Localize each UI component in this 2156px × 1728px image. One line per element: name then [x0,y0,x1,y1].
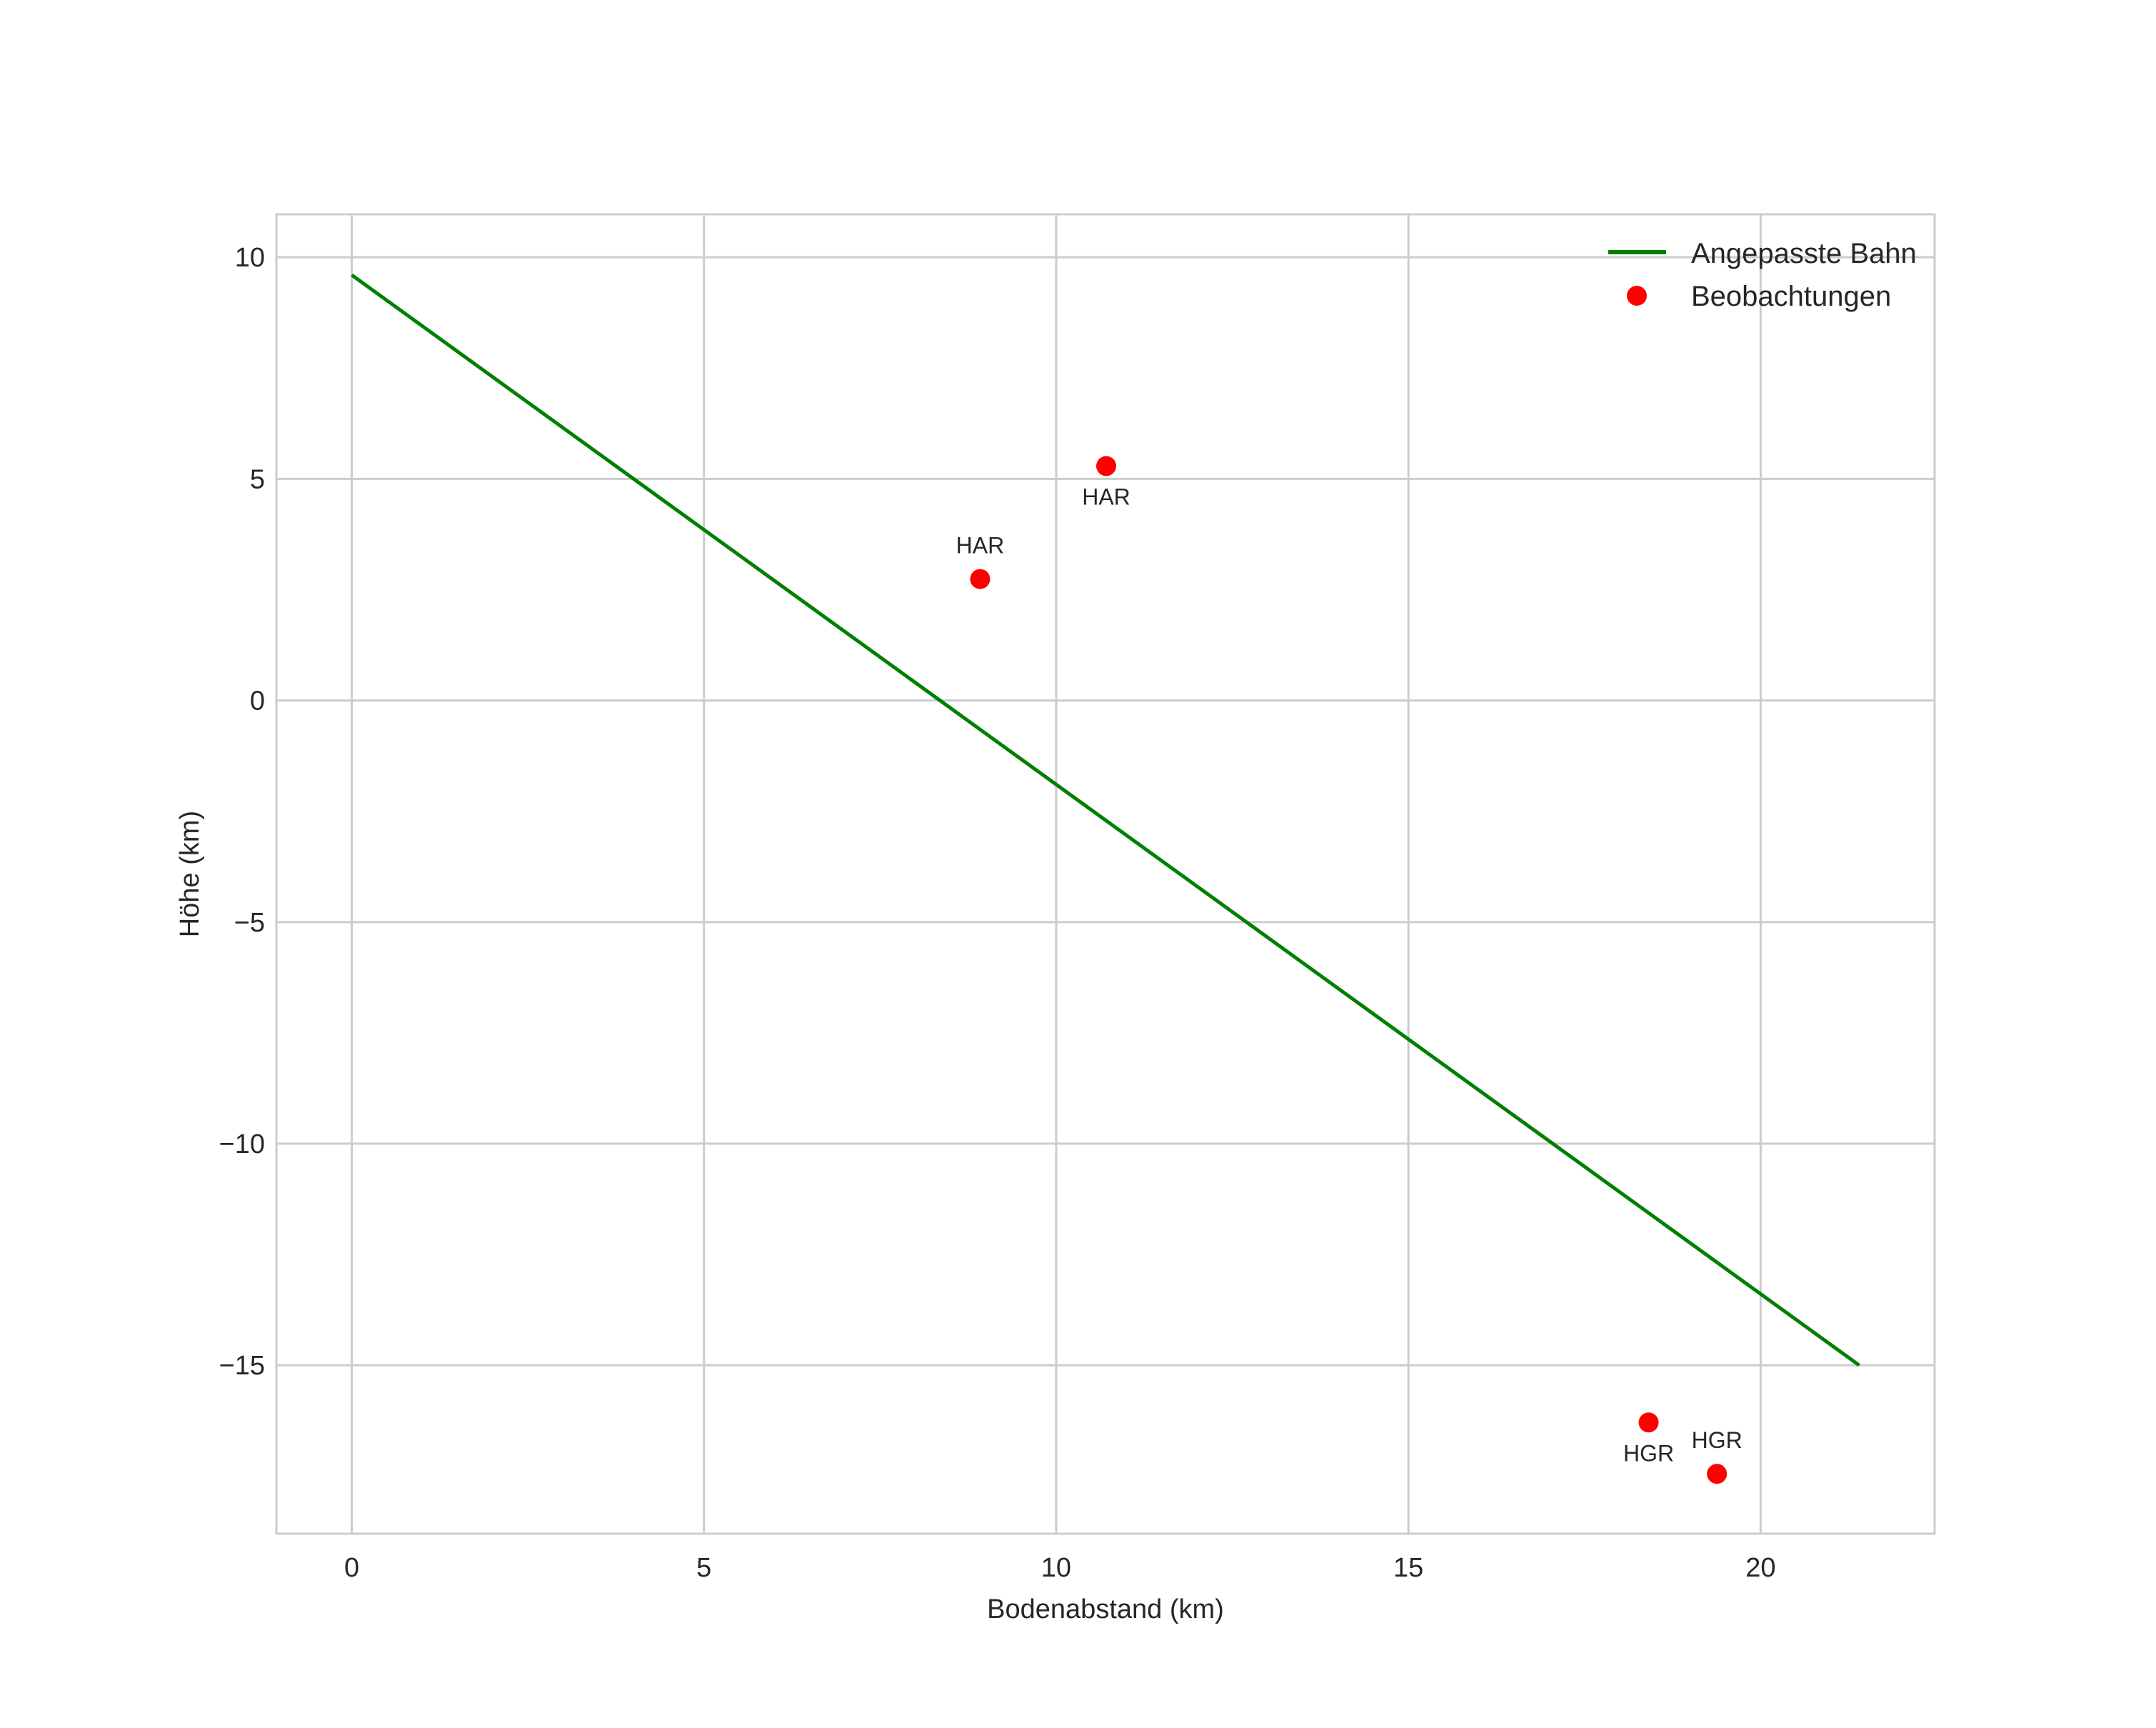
observation-point [1095,456,1116,476]
legend: Angepasste Bahn Beobachtungen [1608,238,1917,312]
observation-label: HAR [956,533,1005,559]
y-tick-label: 0 [250,686,265,716]
y-tick-label: −10 [219,1129,265,1159]
observation-point [970,569,991,589]
x-tick-label: 15 [1393,1553,1423,1583]
plot-series: HAR HAR HGR HGR [351,273,1860,1484]
x-tick-label: 5 [696,1553,711,1583]
observation-point [1638,1412,1659,1433]
observation-point [1707,1464,1728,1484]
observation-label: HAR [1082,484,1130,509]
axes-frame [275,213,1936,1535]
y-tick-label: 5 [250,464,265,494]
fitted-track-line [351,273,1860,1367]
legend-label-observations: Beobachtungen [1691,281,1891,312]
observation-label: HGR [1692,1427,1743,1453]
grid-lines [276,214,1935,1534]
y-tick-label: −5 [234,908,265,938]
observation-label: HGR [1623,1440,1674,1466]
x-tick-label: 0 [344,1553,359,1583]
legend-dot-icon [1627,286,1647,306]
y-tick-label: 10 [235,243,265,273]
x-tick-labels: 0 5 10 15 20 [344,1553,1776,1583]
x-tick-label: 20 [1745,1553,1775,1583]
x-axis-label: Bodenabstand (km) [987,1594,1224,1624]
y-tick-labels: −15 −10 −5 0 5 10 [219,243,265,1381]
y-axis-label: Höhe (km) [175,811,205,937]
x-tick-label: 10 [1041,1553,1071,1583]
y-tick-label: −15 [219,1351,265,1381]
legend-label-fitted-track: Angepasste Bahn [1691,238,1917,269]
